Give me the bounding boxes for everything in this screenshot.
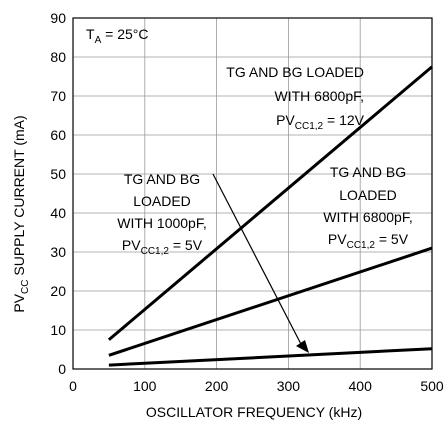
svg-text:TG AND BG LOADED: TG AND BG LOADED bbox=[226, 64, 364, 80]
series-line-3 bbox=[108, 347, 433, 367]
y-tick-label: 0 bbox=[58, 361, 66, 377]
svg-text:WITH 1000pF,: WITH 1000pF, bbox=[117, 215, 206, 231]
y-tick-label: 50 bbox=[50, 166, 66, 182]
plot-frame bbox=[72, 17, 433, 370]
y-tick-label: 80 bbox=[50, 49, 66, 65]
x-tick-label: 0 bbox=[69, 378, 77, 394]
series-line-1 bbox=[107, 65, 433, 341]
x-tick-label: 100 bbox=[133, 378, 157, 394]
svg-text:WITH 6800pF,: WITH 6800pF, bbox=[275, 88, 364, 104]
y-tick-label: 20 bbox=[50, 283, 66, 299]
svg-text:TG AND BG: TG AND BG bbox=[124, 171, 200, 187]
y-tick-label: 60 bbox=[50, 127, 66, 143]
y-tick-label: 40 bbox=[50, 205, 66, 221]
x-tick-label: 500 bbox=[420, 378, 444, 394]
svg-text:PVCC1,2 = 5V: PVCC1,2 = 5V bbox=[328, 231, 409, 251]
y-axis-label: PVCC SUPPLY CURRENT (mA) bbox=[11, 115, 31, 312]
y-tick-label: 90 bbox=[50, 10, 66, 26]
series-line-2 bbox=[108, 246, 433, 357]
y-tick-label: 30 bbox=[50, 244, 66, 260]
svg-text:PVCC1,2 = 5V: PVCC1,2 = 5V bbox=[122, 237, 203, 257]
y-tick-label: 70 bbox=[50, 88, 66, 104]
axis-tick-labels: 0 100 200 300 400 500 0 10 20 30 40 50 60 70 80 90 bbox=[50, 10, 443, 394]
chart-grid bbox=[73, 18, 432, 369]
svg-text:WITH 6800pF,: WITH 6800pF, bbox=[323, 209, 412, 225]
annotation-12v-6800pf: TG AND BG LOADED WITH 6800pF, PVCC1,2 = … bbox=[226, 64, 364, 132]
svg-text:TG AND BG: TG AND BG bbox=[330, 164, 406, 180]
y-tick-label: 10 bbox=[50, 322, 66, 338]
annotation-arrow bbox=[212, 173, 309, 353]
x-tick-label: 300 bbox=[277, 378, 301, 394]
annotation-5v-6800pf: TG AND BG LOADED WITH 6800pF, PVCC1,2 = … bbox=[323, 164, 412, 251]
temperature-label: TA = 25°C bbox=[86, 26, 148, 46]
x-tick-label: 200 bbox=[205, 378, 229, 394]
svg-text:PVCC1,2 = 12V: PVCC1,2 = 12V bbox=[276, 112, 365, 132]
svg-text:LOADED: LOADED bbox=[339, 187, 397, 203]
svg-text:LOADED: LOADED bbox=[133, 193, 191, 209]
chart-series bbox=[107, 65, 433, 367]
annotation-5v-1000pf: TG AND BG LOADED WITH 1000pF, PVCC1,2 = … bbox=[117, 171, 206, 257]
x-axis-label: OSCILLATOR FREQUENCY (kHz) bbox=[146, 404, 362, 420]
x-tick-label: 400 bbox=[349, 378, 373, 394]
